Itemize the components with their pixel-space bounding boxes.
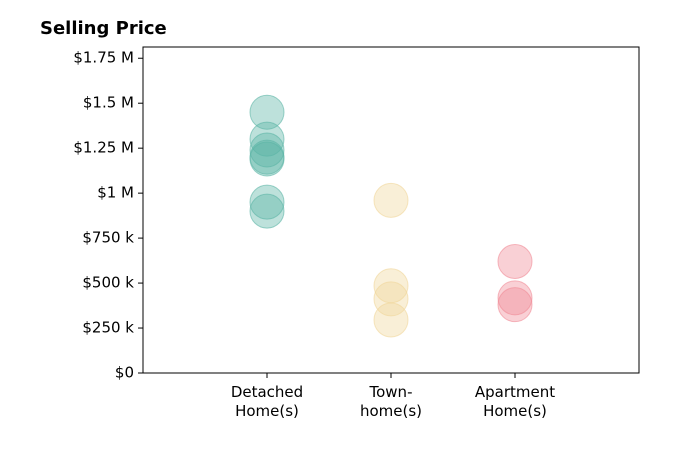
y-tick-label: $250 k xyxy=(82,319,134,337)
point xyxy=(497,243,533,279)
chart-title: Selling Price xyxy=(40,18,167,39)
point xyxy=(249,121,285,157)
point xyxy=(373,182,409,218)
point xyxy=(373,281,409,317)
y-tick-label: $1.25 M xyxy=(73,139,134,157)
point xyxy=(249,132,285,168)
y-tick-label: $1 M xyxy=(97,184,134,202)
y-tick-label: $1.75 M xyxy=(73,49,134,67)
point xyxy=(249,94,285,130)
x-tick-label: Town- home(s) xyxy=(359,383,423,420)
y-tick-label: $1.5 M xyxy=(83,94,134,112)
y-tick-label: $500 k xyxy=(82,274,134,292)
point xyxy=(249,193,285,229)
point xyxy=(249,141,285,177)
point xyxy=(497,287,533,323)
point xyxy=(497,280,533,316)
y-tick-label: $750 k xyxy=(82,229,134,247)
point xyxy=(373,302,409,338)
y-tick-label: $0 xyxy=(115,364,134,382)
x-tick-label: Detached Home(s) xyxy=(230,383,304,420)
point xyxy=(249,184,285,220)
x-tick-label: Apartment Home(s) xyxy=(474,383,556,420)
